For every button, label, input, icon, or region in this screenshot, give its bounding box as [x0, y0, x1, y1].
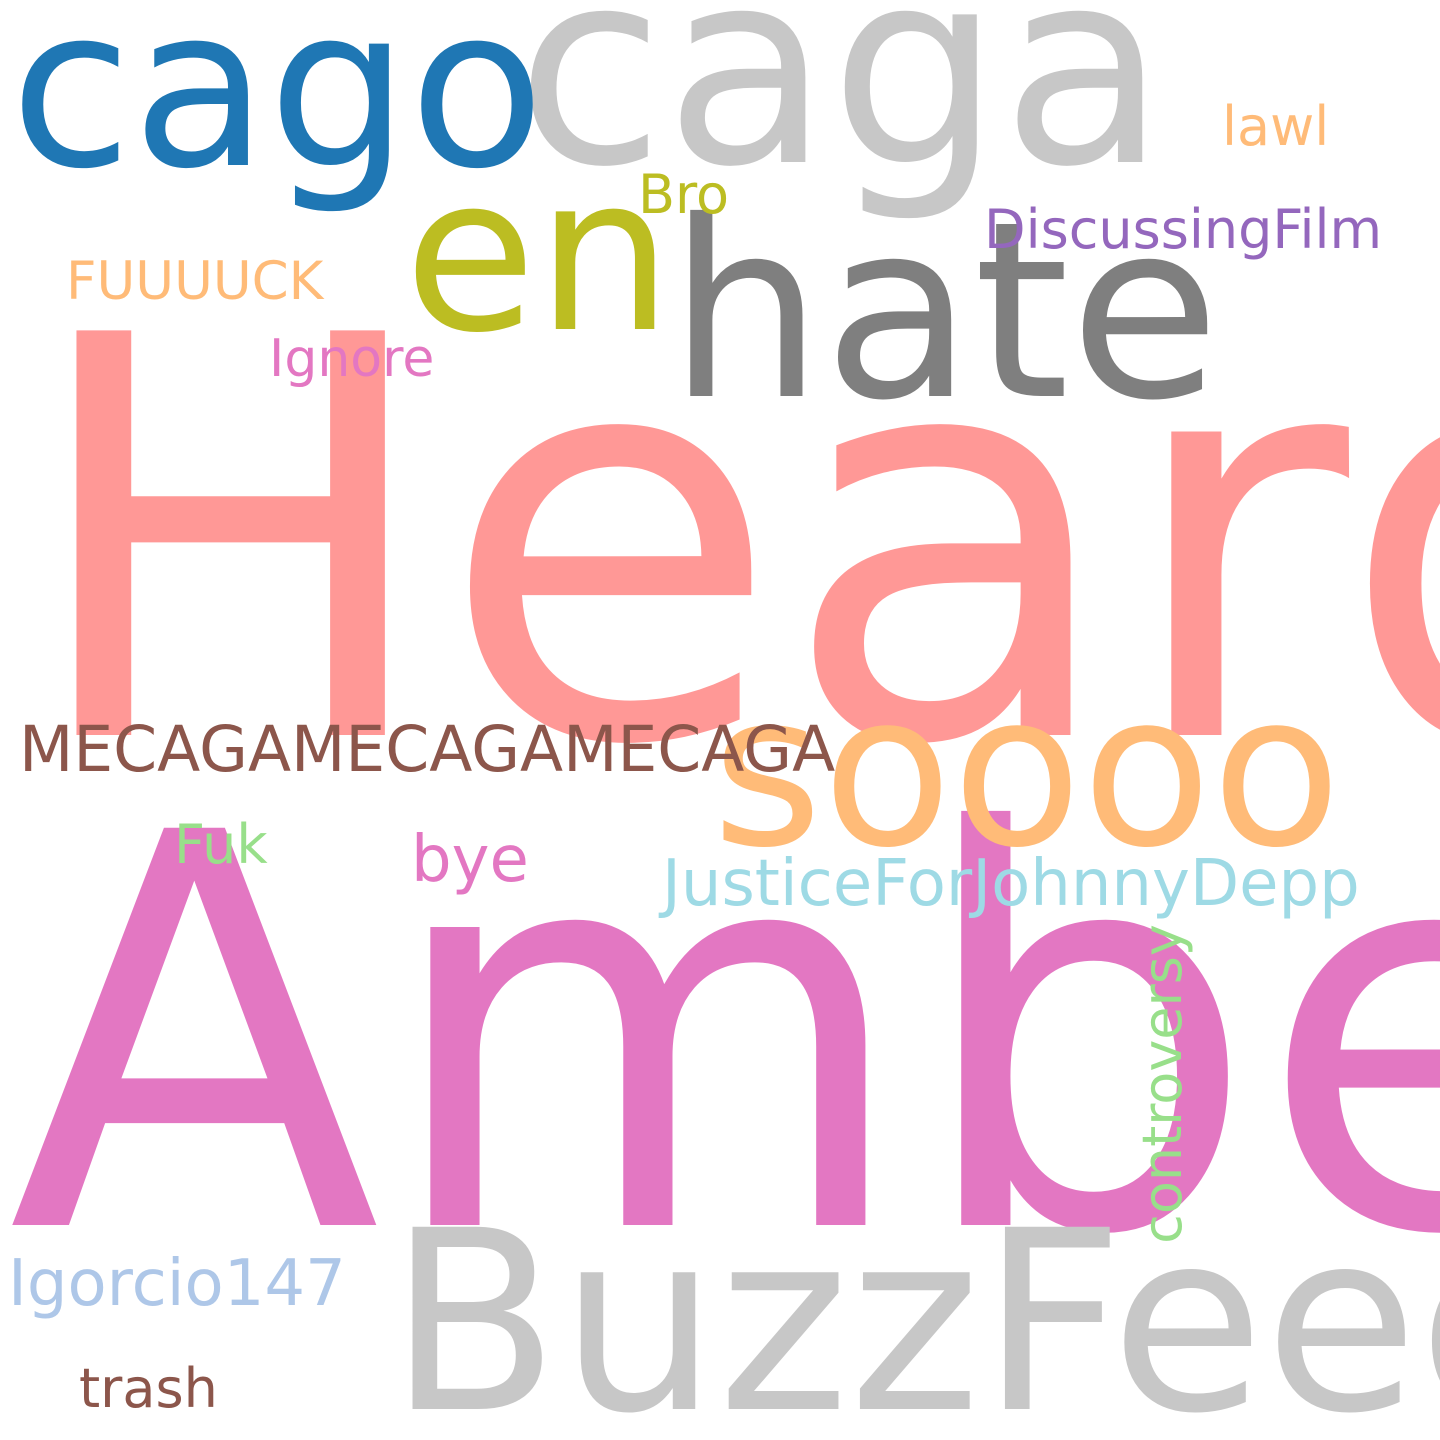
word-justice: JusticeForJohnnyDepp [662, 847, 1360, 921]
word-bro: Bro [638, 163, 730, 226]
word-cago: cago [10, 0, 545, 218]
word-hate: hate [668, 169, 1221, 454]
word-en: en [404, 129, 673, 380]
word-fuuuuck: FUUUUCK [66, 251, 324, 312]
word-igorcio: Igorcio147 [8, 1247, 346, 1321]
word-bye: bye [411, 823, 529, 897]
word-mecagame: MECAGAMECAGAMECAGA [19, 713, 836, 786]
word-ignore: Ignore [269, 329, 435, 389]
word-discussing: DiscussingFilm [984, 198, 1383, 261]
word-buzzfeed: BuzzFeed [388, 1177, 1440, 1440]
word-trash: trash [79, 1357, 218, 1420]
word-fuk: Fuk [174, 813, 268, 876]
word-amber: Amber [8, 719, 1440, 1354]
word-caga: caga [516, 0, 1167, 226]
word-heard: Heard [22, 220, 1440, 866]
word-lawl: lawl [1222, 95, 1330, 158]
word-controversy: controversy [1131, 924, 1194, 1244]
word-soooo: soooo [712, 647, 1342, 894]
